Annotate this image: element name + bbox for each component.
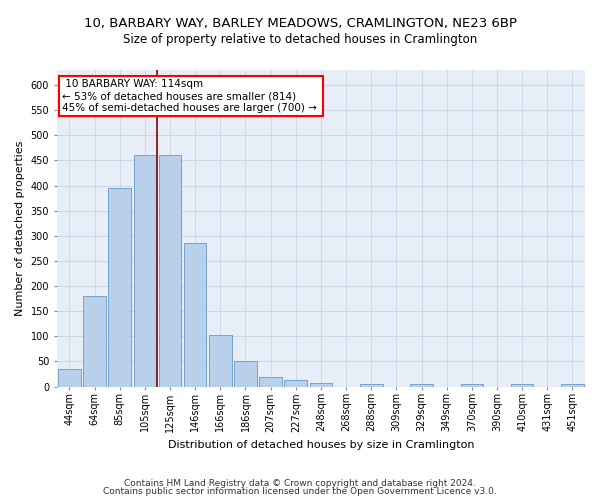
Bar — [461, 384, 483, 386]
Text: 10 BARBARY WAY: 114sqm
← 53% of detached houses are smaller (814)
45% of semi-de: 10 BARBARY WAY: 114sqm ← 53% of detached… — [62, 80, 320, 112]
Bar — [109, 188, 131, 386]
Text: Size of property relative to detached houses in Cramlington: Size of property relative to detached ho… — [123, 32, 477, 46]
X-axis label: Distribution of detached houses by size in Cramlington: Distribution of detached houses by size … — [167, 440, 474, 450]
Bar — [58, 369, 81, 386]
Bar — [561, 384, 584, 386]
Bar — [511, 384, 533, 386]
Bar — [234, 362, 257, 386]
Bar — [83, 296, 106, 386]
Y-axis label: Number of detached properties: Number of detached properties — [15, 140, 25, 316]
Bar — [310, 382, 332, 386]
Bar — [284, 380, 307, 386]
Bar — [410, 384, 433, 386]
Bar — [259, 376, 282, 386]
Text: Contains public sector information licensed under the Open Government Licence v3: Contains public sector information licen… — [103, 487, 497, 496]
Bar — [158, 156, 181, 386]
Text: Contains HM Land Registry data © Crown copyright and database right 2024.: Contains HM Land Registry data © Crown c… — [124, 478, 476, 488]
Text: 10, BARBARY WAY, BARLEY MEADOWS, CRAMLINGTON, NE23 6BP: 10, BARBARY WAY, BARLEY MEADOWS, CRAMLIN… — [83, 18, 517, 30]
Bar — [134, 156, 156, 386]
Bar — [209, 335, 232, 386]
Bar — [184, 244, 206, 386]
Bar — [360, 384, 383, 386]
